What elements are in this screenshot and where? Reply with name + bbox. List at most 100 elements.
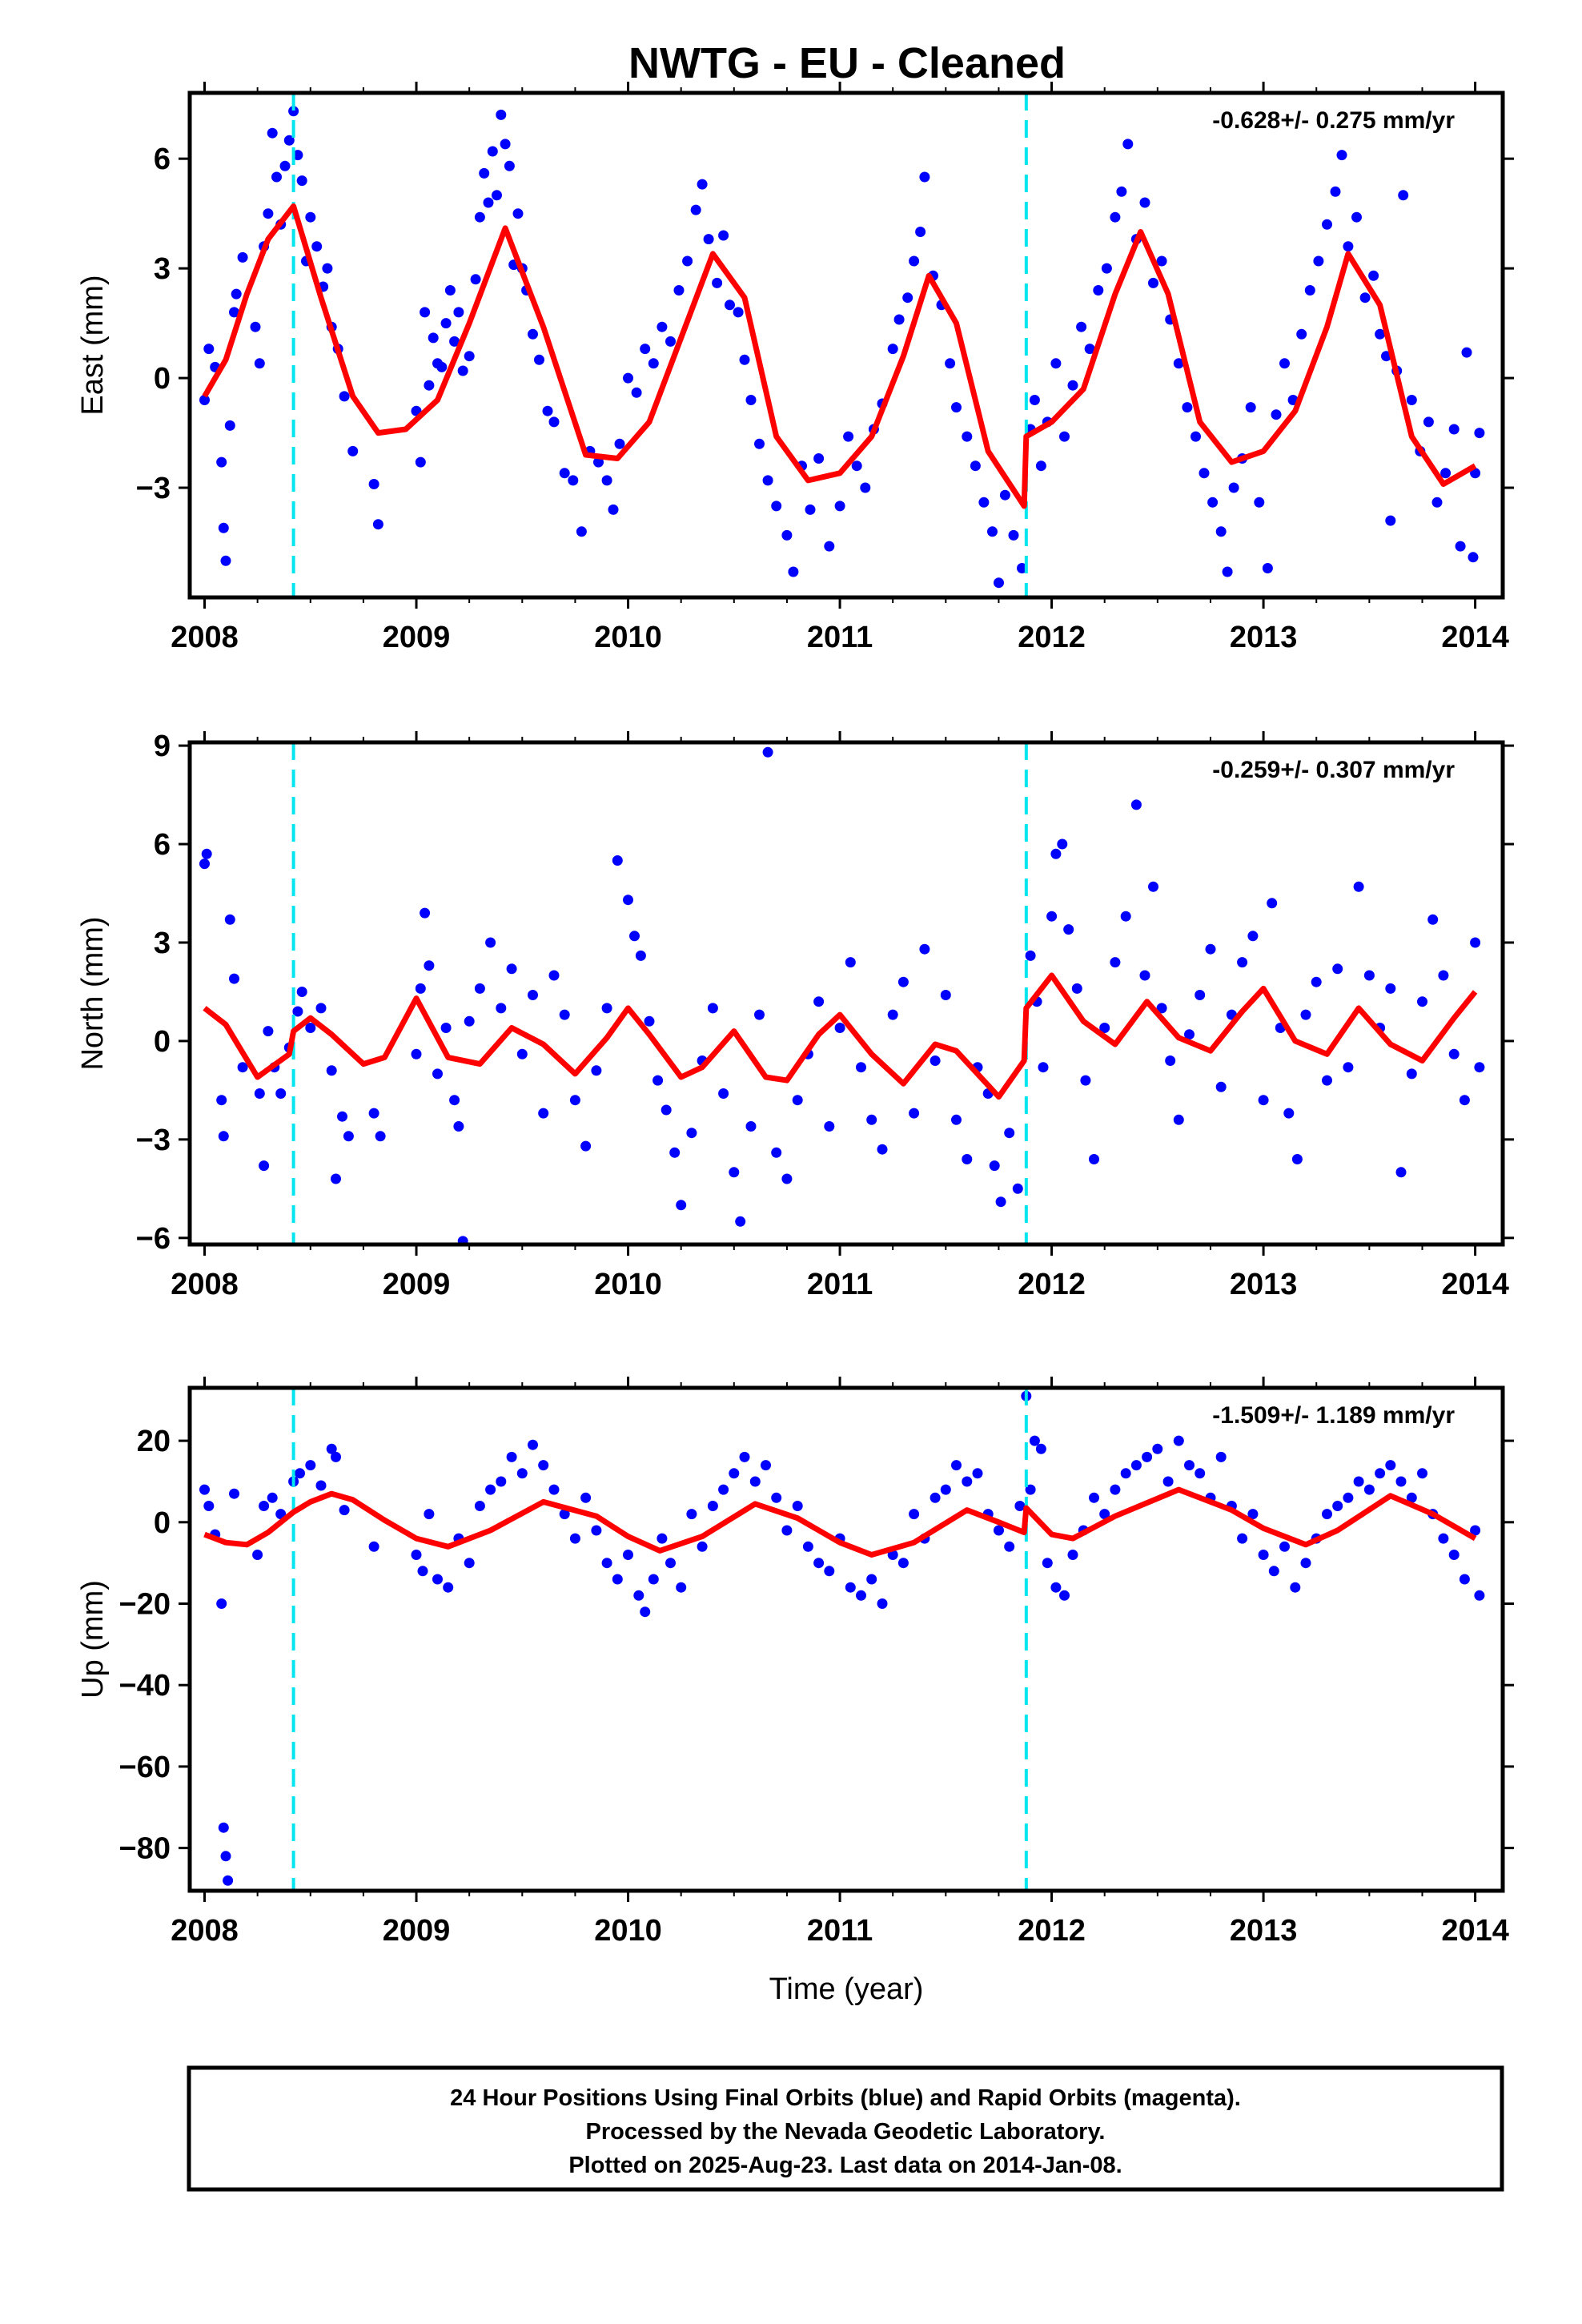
- east-point-79: [690, 204, 701, 215]
- up-point-120: [1417, 1468, 1427, 1479]
- up-point-36: [569, 1533, 580, 1544]
- north-point-11: [275, 1088, 287, 1099]
- north-point-98: [1089, 1154, 1099, 1164]
- east-point-46: [470, 274, 481, 285]
- north-point-93: [1050, 848, 1062, 859]
- up-xtick-label-6: 2014: [1441, 1914, 1509, 1948]
- east-point-122: [1029, 395, 1040, 405]
- north-point-118: [1283, 1108, 1295, 1119]
- up-point-50: [707, 1501, 718, 1511]
- up-point-5: [220, 1851, 231, 1862]
- north-point-131: [1417, 996, 1427, 1007]
- east-point-173: [1431, 497, 1443, 508]
- north-point-74: [877, 1144, 888, 1155]
- east-point-129: [1084, 344, 1095, 355]
- up-xtick-label-4: 2012: [1018, 1914, 1086, 1948]
- up-point-7: [229, 1488, 239, 1499]
- east-point-15: [271, 171, 282, 183]
- north-point-75: [887, 1009, 898, 1020]
- east-point-74: [648, 358, 659, 369]
- north-point-121: [1311, 976, 1322, 987]
- up-ytick-label-5: −80: [119, 1832, 171, 1866]
- east-xtick-label-3: 2011: [807, 621, 873, 654]
- east-point-100: [860, 482, 871, 493]
- east-point-80: [697, 179, 708, 190]
- east-point-63: [559, 468, 570, 479]
- up-ylabel: Up (mm): [76, 1580, 110, 1699]
- north-point-44: [591, 1065, 602, 1076]
- east-point-159: [1330, 186, 1341, 197]
- east-point-48: [479, 167, 490, 179]
- north-point-4: [224, 914, 235, 925]
- east-point-13: [263, 208, 274, 219]
- east-point-146: [1222, 566, 1233, 577]
- east-point-145: [1215, 526, 1227, 537]
- caption-line-3: Plotted on 2025-Aug-23. Last data on 201…: [568, 2153, 1122, 2178]
- north-point-101: [1120, 911, 1131, 922]
- east-point-36: [424, 380, 435, 391]
- east-point-43: [453, 307, 464, 318]
- east-point-18: [283, 135, 295, 146]
- east-point-115: [978, 497, 990, 508]
- up-point-81: [1025, 1484, 1036, 1495]
- east-point-3: [216, 456, 227, 468]
- east-point-142: [1191, 431, 1201, 442]
- up-point-66: [877, 1598, 888, 1609]
- up-xtick-label-1: 2009: [383, 1914, 451, 1948]
- caption-box: 24 Hour Positions Using Final Orbits (bl…: [187, 2065, 1504, 2192]
- up-point-8: [252, 1550, 263, 1560]
- east-point-103: [887, 344, 898, 355]
- north-point-109: [1195, 990, 1206, 1000]
- north-point-126: [1363, 970, 1375, 981]
- up-ytick-label-2: −20: [119, 1588, 171, 1622]
- north-point-53: [669, 1147, 681, 1158]
- north-point-49: [635, 950, 646, 961]
- north-point-76: [897, 976, 909, 987]
- east-point-127: [1067, 380, 1078, 391]
- north-point-17: [326, 1065, 337, 1076]
- east-point-64: [568, 475, 579, 486]
- north-point-21: [368, 1108, 379, 1119]
- up-point-72: [940, 1484, 951, 1495]
- north-xtick-label-6: 2014: [1441, 1268, 1509, 1301]
- east-point-150: [1254, 497, 1265, 508]
- east-point-144: [1207, 497, 1219, 508]
- north-point-23: [411, 1048, 422, 1059]
- up-point-53: [739, 1451, 750, 1462]
- east-point-51: [492, 190, 502, 201]
- east-point-174: [1440, 468, 1452, 479]
- east-point-54: [504, 160, 515, 171]
- east-point-116: [987, 526, 998, 537]
- east-point-24: [311, 241, 323, 252]
- east-point-120: [1017, 563, 1027, 573]
- east-xtick-label-1: 2009: [383, 621, 451, 654]
- north-point-50: [644, 1015, 655, 1027]
- east-xtick-label-0: 2008: [171, 621, 239, 654]
- east-point-62: [548, 416, 560, 428]
- up-xtick-label-2: 2010: [594, 1914, 662, 1948]
- up-point-57: [781, 1525, 793, 1536]
- east-point-53: [500, 139, 511, 150]
- north-point-45: [601, 1003, 612, 1014]
- up-point-119: [1406, 1492, 1417, 1503]
- east-point-60: [534, 354, 544, 365]
- east-point-111: [945, 358, 956, 369]
- north-point-22: [375, 1131, 386, 1142]
- east-point-172: [1423, 416, 1434, 428]
- east-ytick-label-0: 6: [154, 143, 171, 176]
- up-point-54: [749, 1476, 761, 1487]
- up-point-42: [633, 1590, 644, 1601]
- east-point-167: [1385, 515, 1396, 526]
- north-point-86: [995, 1196, 1006, 1208]
- north-point-135: [1459, 1095, 1470, 1106]
- north-point-116: [1267, 898, 1278, 909]
- east-point-130: [1093, 285, 1104, 296]
- north-point-30: [453, 1121, 464, 1132]
- north-xtick-label-3: 2011: [807, 1268, 873, 1301]
- east-point-29: [339, 391, 350, 402]
- north-point-88: [1012, 1183, 1023, 1194]
- east-ytick-label-1: 3: [154, 252, 171, 286]
- north-point-18: [331, 1173, 341, 1184]
- north-point-19: [337, 1111, 347, 1122]
